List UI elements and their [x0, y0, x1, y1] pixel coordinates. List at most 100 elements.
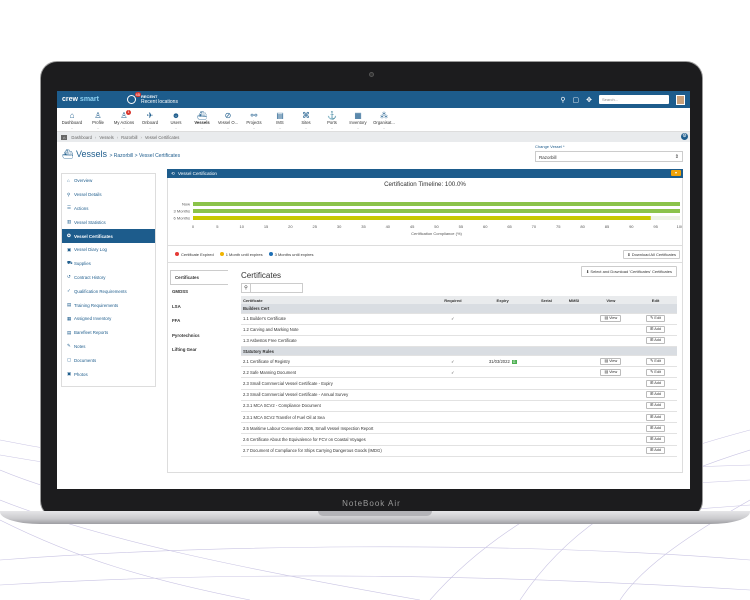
- cell-expiry: [472, 445, 533, 457]
- app-logo[interactable]: crew smart: [62, 96, 99, 103]
- table-row: 2.3.1 MCA SCV2 - Compliance Document ⊞ Ad…: [241, 400, 677, 413]
- sidebar-item-vessel-details[interactable]: ⚲ Vessel Details: [62, 188, 155, 202]
- add-button[interactable]: ⊞ Add: [646, 447, 665, 455]
- tick-label: 55: [459, 224, 464, 229]
- breadcrumb-item[interactable]: Dashboard: [71, 134, 92, 140]
- location-icon[interactable]: ⚲: [560, 96, 566, 104]
- breadcrumb-item[interactable]: Vessels: [99, 134, 114, 140]
- sidebar-item-contract-history[interactable]: ↺ Contract History: [62, 271, 155, 285]
- add-button[interactable]: ⊞ Add: [646, 380, 665, 388]
- tick-label: 70: [532, 224, 537, 229]
- cell-view: [587, 411, 635, 424]
- category-tab[interactable]: FFA: [172, 318, 181, 324]
- sidebar-item-supplies[interactable]: ⛟ Supplies: [62, 257, 155, 271]
- add-button[interactable]: ⊞ Add: [646, 391, 665, 399]
- sidebar-item-vessel-certificates[interactable]: ✪ Vessel Certificates: [62, 229, 155, 243]
- sidebar-item-documents[interactable]: ▢ Documents: [62, 353, 155, 367]
- category-tab[interactable]: Certificates: [170, 270, 228, 285]
- nav-item-ports[interactable]: ⚓ Ports ⌄: [319, 108, 345, 131]
- sidebar-item-vessel-diary-log[interactable]: ▣ Vessel Diary Log: [62, 243, 155, 257]
- category-tab[interactable]: Lifting Gear: [172, 347, 197, 353]
- category-tab[interactable]: Pyrotechnics: [172, 332, 200, 338]
- view-button[interactable]: ▤ View: [600, 315, 622, 323]
- sidebar-item-overview[interactable]: ⌂ Overview: [62, 174, 155, 188]
- avatar[interactable]: [676, 94, 685, 105]
- nav-item-onboard[interactable]: ✈ Onboard ⌄: [137, 108, 163, 131]
- lock-icon[interactable]: ▢: [572, 96, 580, 104]
- button-label: View: [609, 369, 618, 374]
- breadcrumb-item[interactable]: Razorbill: [121, 134, 138, 140]
- sidebar-item-actions[interactable]: ☰ Actions: [62, 202, 155, 216]
- view-button[interactable]: ▤ View: [600, 368, 622, 376]
- collapse-toggle[interactable]: ▾: [671, 170, 681, 176]
- nav-item-dashboard[interactable]: ⌂ Dashboard ⌄: [59, 108, 85, 131]
- chevron-down-icon: ⌄: [382, 126, 386, 130]
- recent-locations[interactable]: 45 RECENT Recent locations: [127, 92, 178, 105]
- edit-icon: ✎: [650, 358, 655, 363]
- nav-item-sites[interactable]: ⌘ Sites ⌄: [293, 108, 319, 131]
- sidebar-item-notes[interactable]: ✎ Notes: [62, 340, 155, 354]
- cell-required: [432, 377, 473, 390]
- button-label: Add: [654, 403, 661, 408]
- tick-label: 20: [288, 224, 293, 229]
- add-button[interactable]: ⊞ Add: [646, 435, 665, 443]
- cell-required: ✓: [432, 313, 473, 325]
- nav-label: IMS: [276, 120, 284, 125]
- nav-item-inventory[interactable]: ▦ Inventory ⌄: [345, 108, 371, 131]
- change-vessel-select[interactable]: Razorbill ⇕: [535, 151, 683, 162]
- table-search-input[interactable]: [251, 283, 303, 293]
- settings-icon[interactable]: ✥: [586, 96, 592, 104]
- add-button[interactable]: ⊞ Add: [646, 413, 665, 421]
- add-button[interactable]: ⊞ Add: [646, 402, 665, 410]
- nav-item-users[interactable]: ☻ Users ⌄: [163, 108, 189, 131]
- nav-item-vessels[interactable]: ⛴ Vessels ⌄: [189, 108, 215, 131]
- download-all-button[interactable]: ⬇ Download All Certificates: [623, 250, 680, 259]
- sidebar-item-label: Vessel Statistics: [74, 219, 106, 225]
- edit-button[interactable]: ✎ Edit: [646, 368, 665, 376]
- gear-icon[interactable]: ⚙: [681, 133, 688, 140]
- category-tab[interactable]: LSA: [172, 303, 181, 309]
- add-button[interactable]: ⊞ Add: [646, 326, 665, 334]
- cell-view: [587, 422, 635, 435]
- edit-button[interactable]: ✎ Edit: [646, 357, 665, 365]
- edit-button[interactable]: ✎ Edit: [646, 315, 665, 323]
- ims-icon: ▤: [276, 111, 284, 120]
- nav-item-my-actions[interactable]: ♙ 1 My Actions ⌄: [111, 108, 137, 131]
- cell-serial: [532, 411, 561, 424]
- cell-name: 2.2 Safe Manning Document: [241, 366, 433, 379]
- sidebar-item-barefleet-reports[interactable]: ▤ Barefleet Reports: [62, 326, 155, 340]
- sidebar-item-assigned-inventory[interactable]: ▦ Assigned Inventory: [62, 312, 155, 326]
- nav-item-organisat-[interactable]: ⁂ Organisat... ⌄: [371, 108, 397, 131]
- view-button[interactable]: ▤ View: [600, 357, 622, 365]
- sidebar-item-qualification-requirements[interactable]: ✓ Qualification Requirements: [62, 284, 155, 298]
- nav-item-ims[interactable]: ▤ IMS ⌄: [267, 108, 293, 131]
- cell-view: [587, 433, 635, 446]
- nav-item-profile[interactable]: ♙ Profile ⌄: [85, 108, 111, 131]
- cell-text: 1.3 Asbestos Free Certificate: [243, 338, 297, 344]
- sidebar-item-photos[interactable]: ▣ Photos: [62, 367, 155, 381]
- cell-name: 2.6 Certificate About the Equivalence fo…: [241, 433, 433, 446]
- sidebar-item-vessel-statistics[interactable]: ▥ Vessel Statistics: [62, 215, 155, 229]
- home-icon[interactable]: ⌂: [61, 134, 68, 140]
- add-button[interactable]: ⊞ Add: [646, 337, 665, 345]
- nav-item-vessel-o-[interactable]: ⊘ Vessel O... ⌄: [215, 108, 241, 131]
- cell-serial: [532, 422, 561, 435]
- cell-serial: [532, 355, 561, 368]
- add-button[interactable]: ⊞ Add: [646, 424, 665, 432]
- main-nav: ⌂ Dashboard ⌄ ♙ Profile ⌄ ♙ 1 My Actions ⌄ ✈ Onboar…: [57, 108, 690, 132]
- cell-expiry: 31/03/2022 G: [472, 355, 533, 368]
- search-icon[interactable]: ⚲: [241, 283, 251, 293]
- cell-text: 2.5 Maritime Labour Convention 2006, Sma…: [243, 425, 374, 431]
- recent-value: Recent locations: [141, 99, 178, 105]
- sidebar-icon: ⚲: [67, 191, 71, 197]
- sidebar-icon: ▢: [67, 357, 72, 363]
- sidebar-item-training-requirements[interactable]: ▤ Training Requirements: [62, 298, 155, 312]
- sidebar-icon: ▤: [67, 302, 72, 308]
- search-input[interactable]: Search...: [599, 95, 669, 104]
- cell-expiry: [472, 324, 533, 336]
- select-download-button[interactable]: ⬇ Select and Download 'Certificates' Cer…: [580, 266, 677, 277]
- category-tab[interactable]: GMDSS: [172, 289, 189, 295]
- legend-label: Certificate Expired: [181, 251, 214, 257]
- nav-item-projects[interactable]: ⚯ Projects ⌄: [241, 108, 267, 131]
- cell-view: ▤ View: [587, 366, 635, 379]
